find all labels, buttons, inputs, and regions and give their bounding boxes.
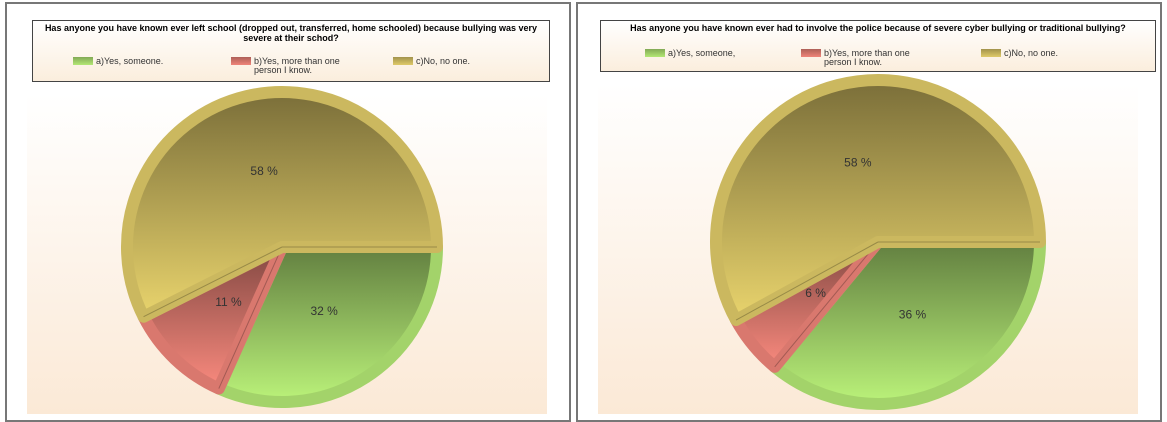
chart-panel: Has anyone you have known ever left scho… <box>5 2 571 422</box>
pie-slice <box>768 236 1046 410</box>
legend-swatch <box>645 49 665 57</box>
legend-item: b)Yes, more than one person I know. <box>231 57 351 75</box>
value-label: 11 % <box>215 295 242 309</box>
pie-chart: 32 % 11 % 58 % <box>121 86 443 408</box>
legend-item: c)No, no one. <box>393 57 533 66</box>
legend-swatch <box>73 57 93 65</box>
legend-item: a)Yes, someone. <box>73 57 213 66</box>
legend-label: b)Yes, more than one person I know. <box>254 56 340 75</box>
title-box: Has anyone you have known ever left scho… <box>32 20 550 82</box>
legend-label: a)Yes, someone. <box>96 56 164 66</box>
legend-item: b)Yes, more than one person I know. <box>801 49 921 67</box>
title-box: Has anyone you have known ever had to in… <box>600 20 1156 72</box>
legend-swatch <box>981 49 1001 57</box>
value-label: 58 % <box>250 164 278 178</box>
page: Has anyone you have known ever left scho… <box>5 2 1162 422</box>
pie-slice <box>212 241 443 408</box>
legend-swatch <box>801 49 821 57</box>
slice-edge <box>143 246 437 318</box>
chart-title: Has anyone you have known ever left scho… <box>44 23 538 43</box>
legend-swatch <box>231 57 251 65</box>
chart-panel: Has anyone you have known ever had to in… <box>576 2 1162 422</box>
legend-label: b)Yes, more than one person I know. <box>824 48 910 67</box>
legend-label: c)No, no one. <box>1004 48 1059 58</box>
value-label: 58 % <box>844 156 872 170</box>
legend-item: a)Yes, someone, <box>645 49 785 58</box>
pie-chart: 36 % 6 % 58 % <box>710 74 1046 410</box>
value-label: 6 % <box>805 286 826 300</box>
value-label: 32 % <box>310 304 338 318</box>
chart-title: Has anyone you have known ever had to in… <box>630 23 1126 33</box>
legend-item: c)No, no one. <box>981 49 1121 58</box>
pie-slice <box>121 86 443 323</box>
pie-slice <box>710 74 1046 327</box>
legend-label: a)Yes, someone, <box>668 48 736 58</box>
value-label: 36 % <box>899 307 927 321</box>
legend-label: c)No, no one. <box>416 56 471 66</box>
slice-edge <box>735 241 1040 321</box>
legend-swatch <box>393 57 413 65</box>
